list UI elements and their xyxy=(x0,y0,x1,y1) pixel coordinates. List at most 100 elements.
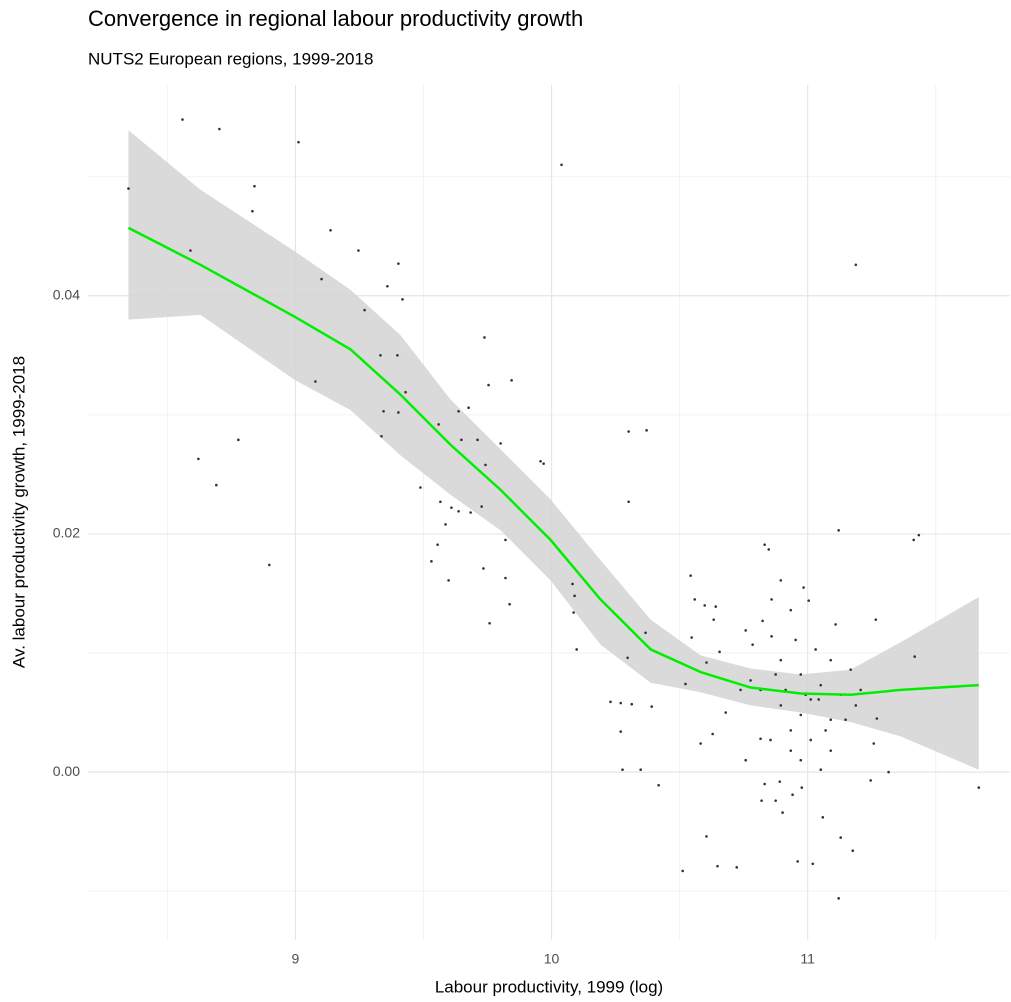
scatter-point xyxy=(297,140,300,144)
scatter-point xyxy=(778,780,782,783)
scatter-point xyxy=(751,643,754,646)
scatter-point xyxy=(268,563,271,567)
scatter-point xyxy=(447,579,450,582)
scatter-point xyxy=(744,758,747,762)
scatter-point xyxy=(189,249,192,252)
scatter-point xyxy=(711,732,714,736)
scatter-point xyxy=(851,849,855,852)
scatter-point xyxy=(767,548,771,551)
scatter-point xyxy=(619,701,623,705)
scatter-point xyxy=(809,738,813,742)
scatter-point xyxy=(837,529,840,532)
scatter-point xyxy=(824,729,827,732)
scatter-point xyxy=(837,897,840,900)
scatter-point xyxy=(626,656,629,660)
plot-area xyxy=(127,118,981,900)
scatter-point xyxy=(689,574,692,577)
scatter-point xyxy=(401,298,404,301)
scatter-point xyxy=(483,336,486,339)
scatter-point xyxy=(917,533,921,537)
scatter-point xyxy=(508,602,511,606)
scatter-point xyxy=(397,262,400,265)
x-tick-label: 9 xyxy=(292,951,300,967)
y-tick-label: 0.04 xyxy=(53,286,80,302)
scatter-point xyxy=(619,730,623,733)
scatter-point xyxy=(560,163,563,167)
scatter-point xyxy=(382,409,385,413)
scatter-point xyxy=(542,462,545,465)
scatter-point xyxy=(482,567,485,570)
scatter-point xyxy=(789,608,793,612)
scatter-point xyxy=(450,506,453,510)
scatter-point xyxy=(799,713,803,717)
scatter-point xyxy=(770,598,773,601)
scatter-point xyxy=(789,729,793,732)
scatter-point xyxy=(779,658,783,662)
scatter-point xyxy=(253,184,256,188)
scatter-point xyxy=(397,411,400,414)
scatter-point xyxy=(811,862,815,866)
scatter-point xyxy=(487,383,490,387)
scatter-point xyxy=(320,277,323,281)
scatter-point xyxy=(457,409,460,413)
scatter-point xyxy=(571,582,574,586)
scatter-point xyxy=(439,500,442,504)
scatter-point xyxy=(760,799,763,802)
scatter-point xyxy=(796,860,799,863)
scatter-point xyxy=(718,650,721,654)
scatter-point xyxy=(791,793,794,797)
scatter-point xyxy=(499,442,502,445)
scatter-point xyxy=(430,560,433,563)
scatter-point xyxy=(460,438,463,442)
scatter-point xyxy=(913,655,917,658)
scatter-point xyxy=(699,742,702,745)
scatter-point xyxy=(621,768,624,772)
scatter-point xyxy=(779,579,783,582)
scatter-point xyxy=(251,209,254,213)
scatter-point xyxy=(314,380,317,383)
scatter-point xyxy=(484,463,487,467)
scatter-point xyxy=(744,629,747,632)
scatter-point xyxy=(690,636,693,639)
scatter-point xyxy=(854,263,858,267)
scatter-point xyxy=(875,717,879,720)
x-tick-label: 11 xyxy=(800,951,815,967)
scatter-point xyxy=(724,711,728,714)
scatter-point xyxy=(774,799,777,802)
scatter-point xyxy=(436,543,439,546)
scatter-point xyxy=(684,682,687,686)
scatter-point xyxy=(627,430,630,433)
scatter-point xyxy=(510,379,513,382)
scatter-point xyxy=(712,618,715,621)
scatter-point xyxy=(872,742,876,745)
scatter-point xyxy=(645,429,648,432)
scatter-point xyxy=(869,779,872,782)
scatter-point xyxy=(829,718,833,722)
scatter-point xyxy=(572,611,575,614)
scatter-point xyxy=(781,811,784,814)
scatter-point xyxy=(794,638,797,642)
scatter-point xyxy=(457,510,460,513)
scatter-point xyxy=(874,618,878,621)
scatter-point xyxy=(739,688,742,692)
scatter-point xyxy=(380,434,383,438)
scatter-point xyxy=(573,594,576,598)
y-axis-title: Av. labour productivity growth, 1999-201… xyxy=(9,356,28,668)
y-tick-label: 0.00 xyxy=(53,763,80,779)
scatter-point xyxy=(693,598,697,601)
scatter-point xyxy=(912,538,916,542)
scatter-point xyxy=(419,486,422,489)
scatter-point xyxy=(639,768,642,772)
x-axis-title: Labour productivity, 1999 (log) xyxy=(435,977,663,996)
scatter-point xyxy=(799,758,803,762)
scatter-point xyxy=(539,459,542,463)
scatter-point xyxy=(809,698,813,701)
scatter-point xyxy=(819,683,823,687)
scatter-point xyxy=(444,523,447,526)
scatter-point xyxy=(650,705,654,708)
scatter-point xyxy=(705,835,708,838)
scatter-point xyxy=(735,866,739,869)
scatter-point xyxy=(363,308,366,312)
scatter-point xyxy=(817,698,820,701)
